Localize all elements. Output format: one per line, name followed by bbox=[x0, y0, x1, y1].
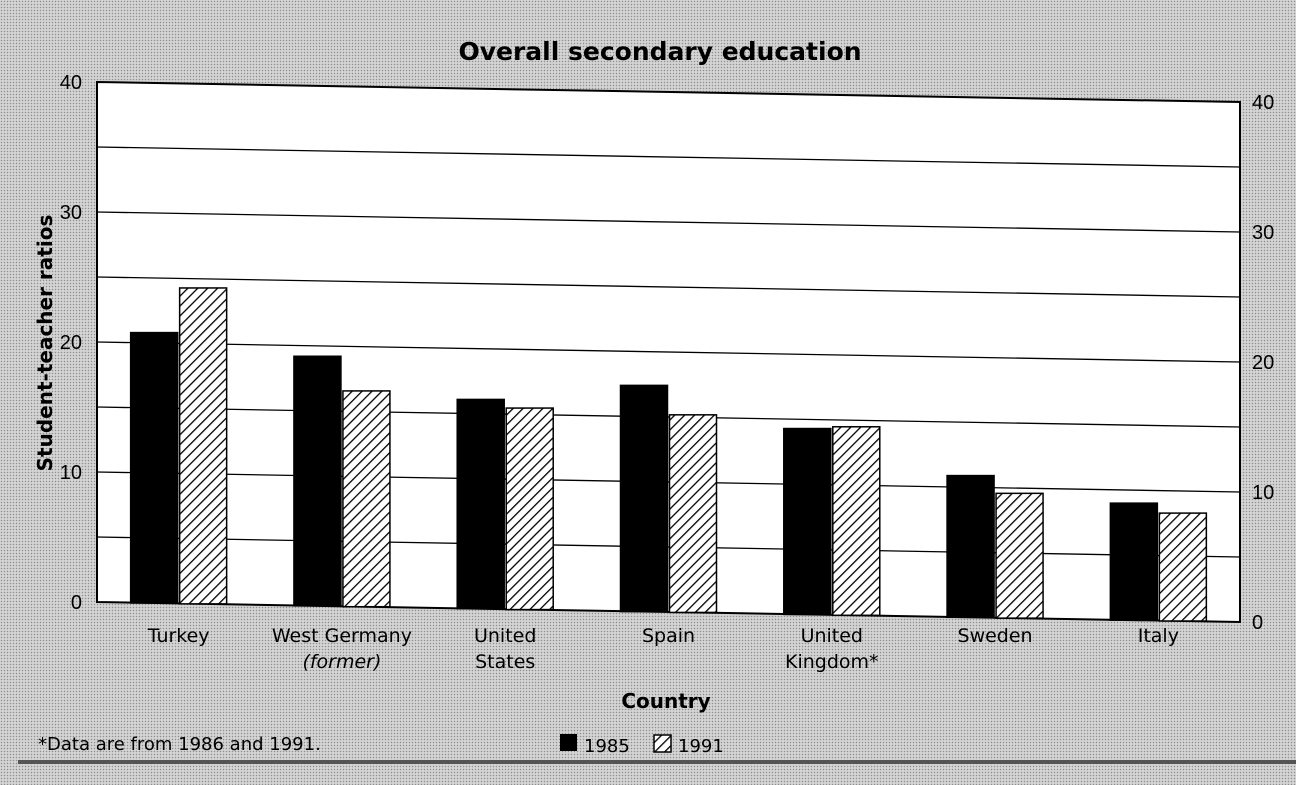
category-label: Spain bbox=[642, 625, 695, 647]
legend-label-1985: 1985 bbox=[584, 736, 630, 757]
category-label: Sweden bbox=[958, 625, 1033, 647]
y-axis-left: 0 10 20 30 40 bbox=[60, 72, 82, 614]
gridline bbox=[96, 211, 1241, 233]
category-label: (former) bbox=[302, 651, 381, 673]
bar-1985 bbox=[783, 427, 832, 616]
x-axis-categories: Turkey West Germany (former) United States Sp… bbox=[147, 625, 1179, 673]
gridline bbox=[96, 406, 1241, 428]
bar-1991 bbox=[832, 426, 881, 617]
category-label: Turkey bbox=[147, 625, 210, 647]
gridline bbox=[96, 341, 1241, 363]
y-tick-label-left: 10 bbox=[60, 462, 82, 484]
bar-1985 bbox=[456, 398, 505, 610]
bar-1991 bbox=[1158, 512, 1208, 622]
bar-1991 bbox=[342, 390, 391, 608]
footnote: *Data are from 1986 and 1991. bbox=[38, 734, 321, 755]
legend-swatch-1985 bbox=[560, 734, 577, 751]
bar-1991 bbox=[505, 407, 554, 611]
bar-1985 bbox=[1109, 502, 1159, 621]
bar-1991 bbox=[668, 414, 718, 614]
y-tick-label-left: 0 bbox=[71, 592, 82, 614]
category-label: States bbox=[475, 651, 535, 673]
y-tick-label-right: 0 bbox=[1252, 612, 1263, 634]
bar-1985 bbox=[129, 331, 179, 604]
gridline bbox=[96, 276, 1241, 298]
y-tick-label-right: 10 bbox=[1252, 482, 1274, 504]
legend-swatch-1991 bbox=[653, 734, 672, 753]
category-label: Kingdom* bbox=[785, 651, 879, 673]
gridline bbox=[96, 146, 1241, 168]
y-tick-label-left: 20 bbox=[60, 332, 82, 354]
y-tick-label-right: 40 bbox=[1252, 92, 1274, 114]
x-axis-title: Country bbox=[621, 689, 710, 713]
y-axis-title: Student-teacher ratios bbox=[33, 215, 57, 472]
bar-1991 bbox=[178, 287, 228, 605]
legend-label-1991: 1991 bbox=[678, 736, 724, 757]
bar-1985 bbox=[293, 355, 342, 607]
category-label: United bbox=[801, 625, 863, 647]
bar-1985 bbox=[946, 474, 995, 619]
y-tick-label-left: 30 bbox=[60, 202, 82, 224]
category-label: West Germany bbox=[272, 625, 412, 647]
bars bbox=[129, 287, 1208, 622]
y-tick-label-right: 30 bbox=[1252, 222, 1274, 244]
category-label: United bbox=[474, 625, 536, 647]
y-tick-label-left: 40 bbox=[60, 72, 82, 94]
gridline bbox=[96, 536, 1241, 558]
category-label: Italy bbox=[1138, 625, 1179, 647]
y-axis-right: 0 10 20 30 40 bbox=[1252, 92, 1274, 634]
gridline bbox=[96, 471, 1241, 493]
gridlines bbox=[96, 146, 1241, 558]
chart-title: Overall secondary education bbox=[458, 37, 861, 66]
legend: 1985 1991 bbox=[560, 734, 724, 757]
bar-1991 bbox=[995, 492, 1044, 619]
bar-1985 bbox=[619, 384, 669, 613]
y-tick-label-right: 20 bbox=[1252, 352, 1274, 374]
